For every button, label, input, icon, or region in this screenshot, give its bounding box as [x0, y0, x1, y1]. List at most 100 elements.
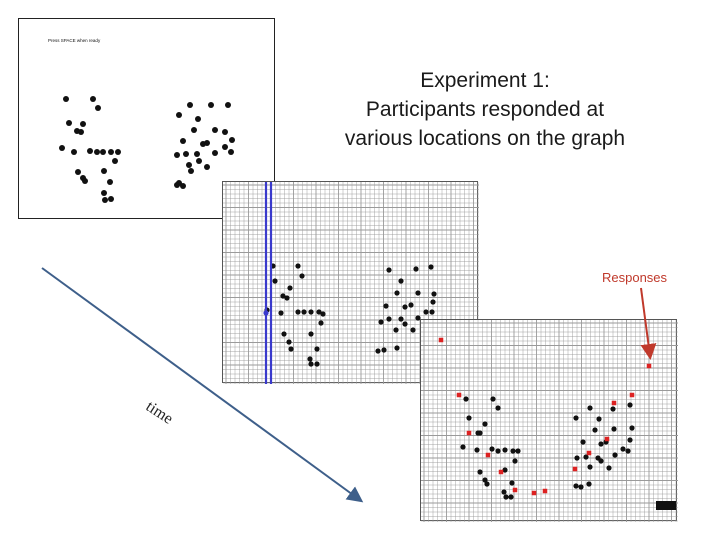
stimulus-dot — [301, 309, 307, 315]
stimulus-dot — [186, 162, 192, 168]
stimulus-dot — [477, 469, 483, 475]
stimulus-dot — [287, 285, 293, 291]
stimulus-dot — [398, 316, 404, 322]
stimulus-dot — [378, 319, 384, 325]
title-line-2: Participants responded at — [365, 98, 605, 121]
stimulus-dot — [592, 427, 598, 433]
response-marker — [572, 466, 578, 472]
stimulus-dot — [176, 112, 182, 118]
title-line-1: Experiment 1: — [420, 69, 550, 92]
stimulus-dot — [386, 316, 392, 322]
stimulus-dot — [225, 102, 231, 108]
stimulus-dot — [463, 396, 469, 402]
stimulus-dot — [460, 444, 466, 450]
response-marker — [438, 337, 444, 343]
stimulus-dot — [381, 347, 387, 353]
stimulus-dot — [100, 149, 106, 155]
stimulus-dot — [188, 168, 194, 174]
stimulus-dot — [308, 309, 314, 315]
press-space-prompt: Press SPACE when ready — [48, 38, 101, 43]
stimulus-dot — [375, 348, 381, 354]
responses-label: Responses — [602, 270, 668, 285]
stimulus-dot — [320, 311, 326, 317]
stimulus-dot — [415, 315, 421, 321]
stimulus-dot — [288, 346, 294, 352]
stimulus-dot — [187, 102, 193, 108]
stimulus-dot — [484, 481, 490, 487]
stimulus-dot — [586, 481, 592, 487]
stimulus-dot — [272, 278, 278, 284]
stimulus-dot — [386, 267, 392, 273]
stimulus-dot — [196, 158, 202, 164]
stimulus-panel-scanning — [222, 181, 479, 384]
stimulus-dot — [66, 120, 72, 126]
stimulus-dot — [59, 145, 65, 151]
grid-lines — [421, 320, 678, 522]
stimulus-dot — [573, 415, 579, 421]
stimulus-dot — [75, 169, 81, 175]
stimulus-dot — [107, 179, 113, 185]
stimulus-dot — [627, 437, 633, 443]
stimulus-dot — [281, 331, 287, 337]
stimulus-dot — [495, 405, 501, 411]
stimulus-dot — [78, 129, 84, 135]
title-line-3: various locations on the graph — [344, 127, 626, 150]
stimulus-dot — [208, 102, 214, 108]
stimulus-dot — [280, 293, 286, 299]
stimulus-dot — [515, 448, 521, 454]
stimulus-dot — [101, 168, 107, 174]
response-marker — [531, 490, 537, 496]
stimulus-dot — [194, 151, 200, 157]
stimulus-dot — [482, 477, 488, 483]
response-marker — [466, 430, 472, 436]
stimulus-dot — [509, 480, 515, 486]
stimulus-dot — [629, 425, 635, 431]
stimulus-dot — [410, 327, 416, 333]
grid-dot-plot-scanning — [223, 182, 479, 384]
stimulus-dot — [87, 148, 93, 154]
stimulus-dot — [394, 345, 400, 351]
response-marker — [629, 392, 635, 398]
stimulus-dot — [489, 446, 495, 452]
stimulus-dot — [512, 458, 518, 464]
response-marker — [542, 488, 548, 494]
response-marker — [646, 363, 652, 369]
stimulus-dot — [502, 447, 508, 453]
stimulus-dot — [278, 310, 284, 316]
stimulus-dot — [612, 452, 618, 458]
stimulus-dot — [408, 302, 414, 308]
stimulus-dot — [413, 266, 419, 272]
stimulus-dot — [477, 430, 483, 436]
stimulus-dot — [284, 295, 290, 301]
stimulus-dot — [63, 96, 69, 102]
responses-arrow — [640, 287, 657, 360]
stimulus-dot — [295, 263, 301, 269]
stimulus-dot — [394, 290, 400, 296]
stimulus-dot — [474, 447, 480, 453]
stimulus-dot — [501, 489, 507, 495]
stimulus-dot — [402, 321, 408, 327]
stimulus-dot — [112, 158, 118, 164]
stimulus-dot — [583, 454, 589, 460]
stimulus-dot — [383, 303, 389, 309]
stimulus-dot — [212, 150, 218, 156]
slide-title: Experiment 1: Participants responded at … — [300, 66, 670, 153]
stimulus-dot — [195, 116, 201, 122]
stimulus-dot-plot — [59, 96, 235, 203]
stimulus-dot — [415, 290, 421, 296]
stimulus-dot — [430, 299, 436, 305]
response-marker — [485, 452, 491, 458]
stimulus-dot — [316, 309, 322, 315]
grid-lines — [223, 182, 479, 384]
stimulus-dot — [180, 138, 186, 144]
stimulus-dot — [295, 309, 301, 315]
stimulus-dot — [180, 183, 186, 189]
stimulus-dot — [204, 140, 210, 146]
stimulus-dot — [398, 278, 404, 284]
corner-badge — [656, 501, 676, 510]
response-marker — [586, 450, 592, 456]
stimulus-dot — [502, 467, 508, 473]
stimulus-dot — [510, 448, 516, 454]
stimulus-dot — [318, 320, 324, 326]
